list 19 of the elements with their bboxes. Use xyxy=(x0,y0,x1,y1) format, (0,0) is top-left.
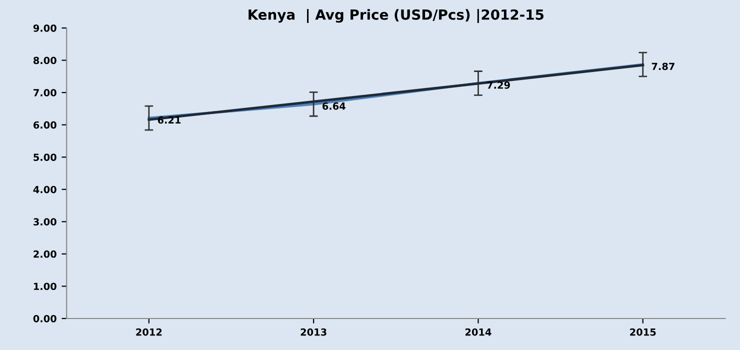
data-label: 7.87 xyxy=(652,62,674,70)
x-tick-label: 2013 xyxy=(300,328,326,336)
x-tick-label: 2015 xyxy=(630,328,656,336)
y-tick-label: 6.00 xyxy=(33,121,56,129)
x-tick-label: 2014 xyxy=(465,328,492,336)
y-tick-label: 9.00 xyxy=(33,24,56,32)
y-tick-label: 7.00 xyxy=(34,89,56,96)
chart-title: Kenya | Avg Price (USD/Pcs) |2012-15 xyxy=(248,9,544,23)
data-label: 7.29 xyxy=(487,81,510,89)
y-tick-label: 8.00 xyxy=(33,56,56,64)
y-tick-label: 0.00 xyxy=(33,314,56,322)
y-tick-label: 5.00 xyxy=(34,154,56,161)
y-tick-label: 3.00 xyxy=(34,218,56,226)
x-tick-label: 2012 xyxy=(136,328,162,336)
y-tick-label: 2.00 xyxy=(34,250,56,258)
y-tick-label: 4.00 xyxy=(33,186,56,194)
y-tick-label: 1.00 xyxy=(34,282,56,290)
data-label: 6.64 xyxy=(322,102,346,110)
data-label: 6.21 xyxy=(158,116,181,124)
